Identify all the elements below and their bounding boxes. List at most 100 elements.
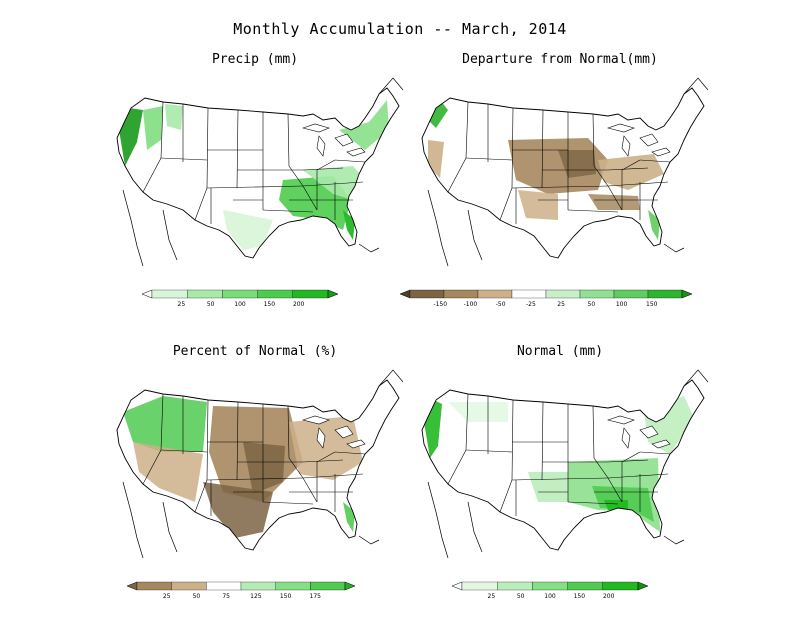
colorbar-arrow-right [344, 581, 356, 591]
shaded-region [343, 210, 355, 240]
precip-colorbar: 25 50 100 150 200 [141, 289, 339, 308]
lake [346, 147, 366, 157]
us-outline [421, 87, 705, 259]
state-border [592, 113, 623, 211]
colorbar-tick-label: 25 [557, 301, 565, 308]
colorbar-swatch [310, 581, 346, 591]
colorbar-swatch [647, 289, 683, 299]
colorbar-swatch [461, 581, 498, 591]
state-border [316, 451, 336, 502]
us-outline [116, 379, 400, 551]
state-border [541, 401, 544, 481]
state-border [607, 459, 649, 463]
shaded-region [424, 100, 448, 128]
coastline [358, 243, 380, 253]
shaded-region [604, 500, 628, 510]
colorbar-swatch [292, 289, 329, 299]
main-title: Monthly Accumulation -- March, 2014 [233, 20, 567, 38]
shaded-region [598, 154, 664, 190]
state-border [465, 449, 513, 453]
state-border [567, 209, 619, 213]
state-border [511, 185, 609, 189]
shaded-region [223, 210, 273, 250]
colorbar-tick-label: -150 [433, 301, 447, 308]
coastline [378, 369, 404, 387]
state-border [262, 501, 314, 505]
shaded-region [518, 190, 558, 220]
state-border [334, 159, 366, 163]
state-border [287, 113, 318, 211]
colorbar-tick-label: 25 [163, 593, 171, 600]
colorbar-arrow-right [681, 289, 693, 299]
shaded-region [243, 442, 285, 494]
state-border [160, 449, 208, 453]
panel-precip: Precip (mm) [95, 52, 415, 332]
panel-title-percent: Percent of Normal (%) [172, 344, 338, 359]
state-border [541, 109, 544, 189]
colorbar-swatch [275, 581, 311, 591]
state-border [262, 209, 314, 213]
coastline [162, 501, 178, 553]
colorbar-tick-label: 50 [588, 301, 596, 308]
state-border [639, 159, 671, 163]
colorbar-swatch [187, 289, 223, 299]
shaded-region [133, 442, 203, 502]
coastline [378, 77, 404, 95]
state-border [236, 109, 239, 189]
lake [639, 425, 659, 439]
coastline [683, 369, 709, 387]
lake [316, 135, 326, 157]
colorbar-tick-label: 200 [603, 593, 615, 600]
colorbar-tick-label: -100 [464, 301, 478, 308]
colorbar-tick-label: 100 [544, 593, 556, 600]
shaded-region [119, 108, 143, 166]
colorbar-swatch [532, 581, 568, 591]
shaded-region [644, 396, 694, 454]
lake [301, 123, 330, 133]
coastline [683, 77, 709, 95]
lake [621, 427, 631, 449]
shaded-region [289, 416, 363, 480]
coastline [122, 189, 144, 267]
colorbar-tick-label: 150 [264, 301, 276, 308]
panel-title-normal: Normal (mm) [516, 344, 604, 359]
colorbar-tick-label: 25 [488, 593, 496, 600]
state-border [287, 405, 318, 503]
colorbar-swatch [613, 289, 649, 299]
state-border [447, 101, 469, 193]
colorbar-arrow-left [451, 581, 463, 591]
shaded-region [588, 194, 640, 210]
colorbar-tick-label: 125 [250, 593, 262, 600]
state-border [334, 451, 366, 455]
state-border [302, 459, 344, 463]
shaded-region [343, 502, 355, 532]
panel-percent: Percent of Normal (%) [95, 344, 415, 624]
state-border [160, 157, 208, 161]
normal-map [421, 369, 709, 559]
lake [346, 439, 366, 449]
lake [606, 123, 635, 133]
colorbar-swatch [497, 581, 533, 591]
coastline [663, 535, 685, 545]
shaded-region [303, 166, 365, 200]
colorbar-tick-label: 50 [193, 593, 201, 600]
coastline [467, 209, 483, 261]
state-border [206, 185, 304, 189]
colorbar-tick-label: 200 [293, 301, 305, 308]
state-border [236, 401, 239, 481]
lake [334, 133, 354, 147]
precip-map [116, 77, 404, 267]
shaded-region [339, 100, 389, 150]
colorbar-tick-label: 25 [178, 301, 186, 308]
colorbar-swatch [443, 289, 479, 299]
coastline [427, 189, 449, 267]
state-border [302, 473, 364, 479]
shaded-region [448, 402, 508, 422]
panel-title-precip: Precip (mm) [211, 52, 299, 67]
lake [651, 439, 671, 449]
colorbar-tick-label: 100 [616, 301, 628, 308]
coastline [663, 243, 685, 253]
state-border [465, 157, 513, 161]
coastline [162, 209, 178, 261]
panel-departure: Departure from Normal(mm) [400, 52, 720, 332]
